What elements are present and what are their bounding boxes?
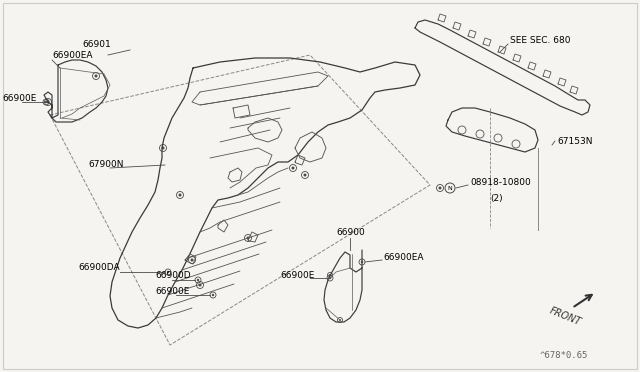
Circle shape [198, 283, 202, 286]
Text: 67900N: 67900N [88, 160, 124, 169]
Text: ^678*0.65: ^678*0.65 [540, 352, 588, 360]
Text: 66900D: 66900D [155, 272, 191, 280]
Circle shape [212, 294, 214, 296]
Text: 66900EA: 66900EA [52, 51, 93, 60]
Text: 08918-10800: 08918-10800 [470, 177, 531, 186]
Text: 66900DA: 66900DA [78, 263, 120, 273]
Text: N: N [447, 186, 452, 190]
Text: 66900EA: 66900EA [383, 253, 424, 262]
Text: FRONT: FRONT [548, 305, 582, 327]
Circle shape [167, 271, 169, 273]
Circle shape [339, 319, 341, 321]
Circle shape [246, 237, 250, 240]
Text: 67153N: 67153N [557, 137, 593, 145]
Circle shape [303, 173, 307, 176]
Text: 66901: 66901 [82, 39, 111, 48]
Circle shape [161, 147, 164, 150]
Circle shape [47, 100, 49, 103]
Circle shape [438, 186, 442, 189]
Text: 66900: 66900 [336, 228, 365, 237]
Text: 66900E: 66900E [2, 93, 36, 103]
Circle shape [329, 274, 331, 276]
Text: 66900E: 66900E [155, 288, 189, 296]
Circle shape [329, 277, 332, 279]
Text: 66900E: 66900E [280, 270, 314, 279]
Circle shape [197, 279, 199, 281]
Circle shape [179, 193, 182, 196]
Circle shape [361, 261, 363, 263]
Circle shape [291, 167, 294, 170]
Circle shape [95, 74, 97, 77]
Circle shape [191, 259, 193, 262]
Text: (2): (2) [490, 193, 502, 202]
Circle shape [45, 101, 47, 103]
Text: SEE SEC. 680: SEE SEC. 680 [510, 35, 570, 45]
